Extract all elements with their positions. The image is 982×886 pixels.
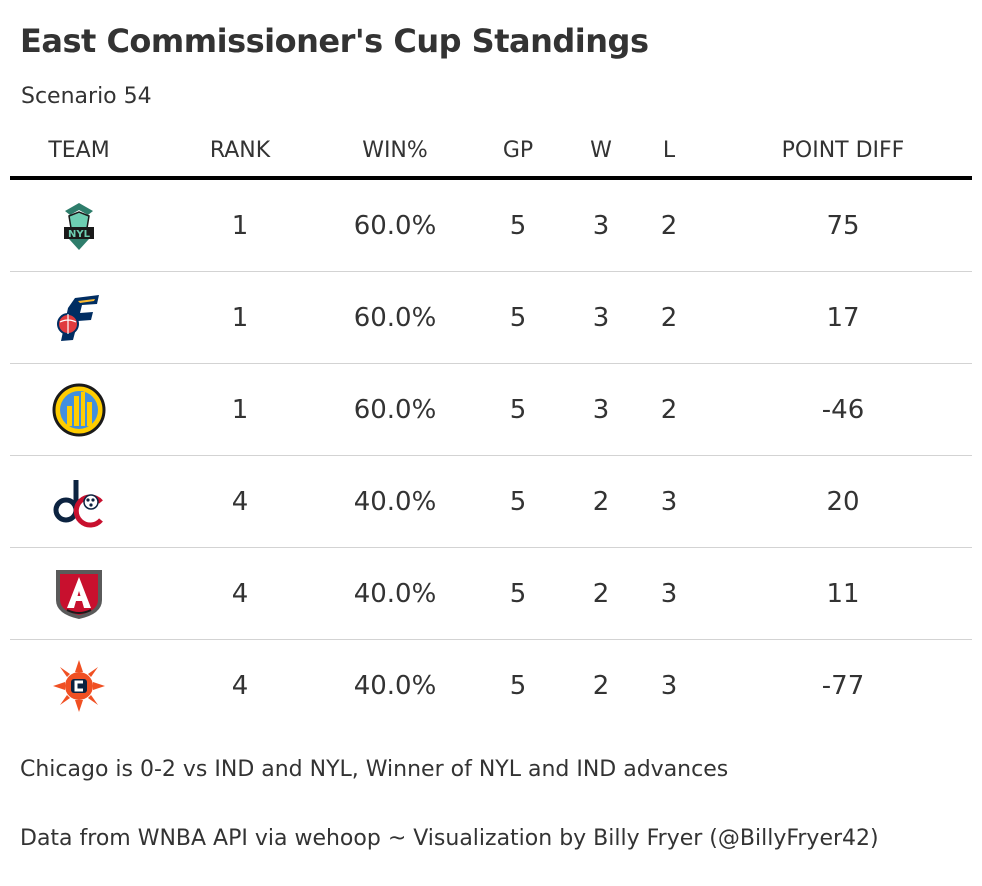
indiana-fever-logo <box>57 294 99 341</box>
win-pct-cell: 60.0% <box>332 271 458 364</box>
svg-text:NYL: NYL <box>68 229 91 240</box>
page-title: East Commissioner's Cup Standings <box>20 22 649 60</box>
footnote: Chicago is 0-2 vs IND and NYL, Winner of… <box>20 757 729 782</box>
atlanta-dream-logo <box>56 569 102 619</box>
chicago-sky-logo <box>52 383 106 436</box>
column-header-l: L <box>624 124 714 180</box>
point-diff-cell: 75 <box>714 178 972 272</box>
win-pct-cell: 60.0% <box>332 178 458 272</box>
gp-cell: 5 <box>458 363 578 456</box>
rank-cell: 1 <box>148 271 332 364</box>
gp-cell: 5 <box>509 670 527 701</box>
rank-cell: 4 <box>231 670 249 701</box>
team-cell <box>10 363 148 456</box>
win-pct-cell: 60.0% <box>332 363 458 456</box>
losses-cell: 2 <box>624 363 714 456</box>
column-header-gp: GP <box>458 124 578 180</box>
table-row: 4 40.0% 5 2 3 20 <box>10 455 972 548</box>
gp-cell: 5 <box>458 178 578 272</box>
point-diff-cell: 17 <box>714 271 972 364</box>
table-row: 1 60.0% 5 3 2 17 <box>10 271 972 364</box>
table-row: 1 60.0% 5 3 2 -46 <box>10 363 972 456</box>
team-cell <box>10 547 148 640</box>
new-york-liberty-logo: NYL <box>64 202 94 250</box>
losses-cell: 3 <box>660 670 678 701</box>
losses-cell: 3 <box>624 455 714 548</box>
table-row: NYL 1 60.0% 5 3 2 75 <box>10 178 972 272</box>
column-header-w: W <box>578 124 624 180</box>
table-row: 4 40.0% 5 2 3 11 <box>10 547 972 640</box>
rank-cell: 4 <box>148 547 332 640</box>
source-note: Data from WNBA API via wehoop ~ Visualiz… <box>20 826 879 851</box>
team-cell <box>10 455 148 548</box>
rank-cell: 1 <box>148 178 332 272</box>
wins-cell: 2 <box>578 455 624 548</box>
column-header-rank: RANK <box>148 124 332 180</box>
wins-cell: 3 <box>578 178 624 272</box>
gp-cell: 5 <box>458 455 578 548</box>
washington-mystics-logo <box>53 479 103 527</box>
column-header-win-pct: WIN% <box>332 124 458 180</box>
gp-cell: 5 <box>458 547 578 640</box>
losses-cell: 2 <box>624 271 714 364</box>
team-cell <box>10 640 148 732</box>
team-cell: NYL <box>10 178 148 272</box>
table-row: 4 40.0% 5 2 3 -77 <box>10 640 972 732</box>
connecticut-sun-logo <box>53 659 105 712</box>
standings-table: TEAM RANK WIN% GP W L POINT DIFF NYL 1 6… <box>10 124 972 731</box>
win-pct-cell: 40.0% <box>332 455 458 548</box>
table-header-row: TEAM RANK WIN% GP W L POINT DIFF <box>10 124 972 180</box>
losses-cell: 3 <box>624 547 714 640</box>
wins-cell: 3 <box>578 271 624 364</box>
point-diff-cell: 20 <box>714 455 972 548</box>
win-pct-cell: 40.0% <box>332 547 458 640</box>
losses-cell: 2 <box>624 178 714 272</box>
win-pct-cell: 40.0% <box>353 670 437 701</box>
gp-cell: 5 <box>458 271 578 364</box>
wins-cell: 2 <box>592 670 610 701</box>
point-diff-cell: 11 <box>714 547 972 640</box>
point-diff-cell: -77 <box>821 670 865 701</box>
page-subtitle: Scenario 54 <box>21 84 152 109</box>
wins-cell: 2 <box>578 547 624 640</box>
wins-cell: 3 <box>578 363 624 456</box>
column-header-team: TEAM <box>10 124 148 180</box>
column-header-point-diff: POINT DIFF <box>714 124 972 180</box>
rank-cell: 4 <box>148 455 332 548</box>
rank-cell: 1 <box>148 363 332 456</box>
point-diff-cell: -46 <box>714 363 972 456</box>
team-cell <box>10 271 148 364</box>
